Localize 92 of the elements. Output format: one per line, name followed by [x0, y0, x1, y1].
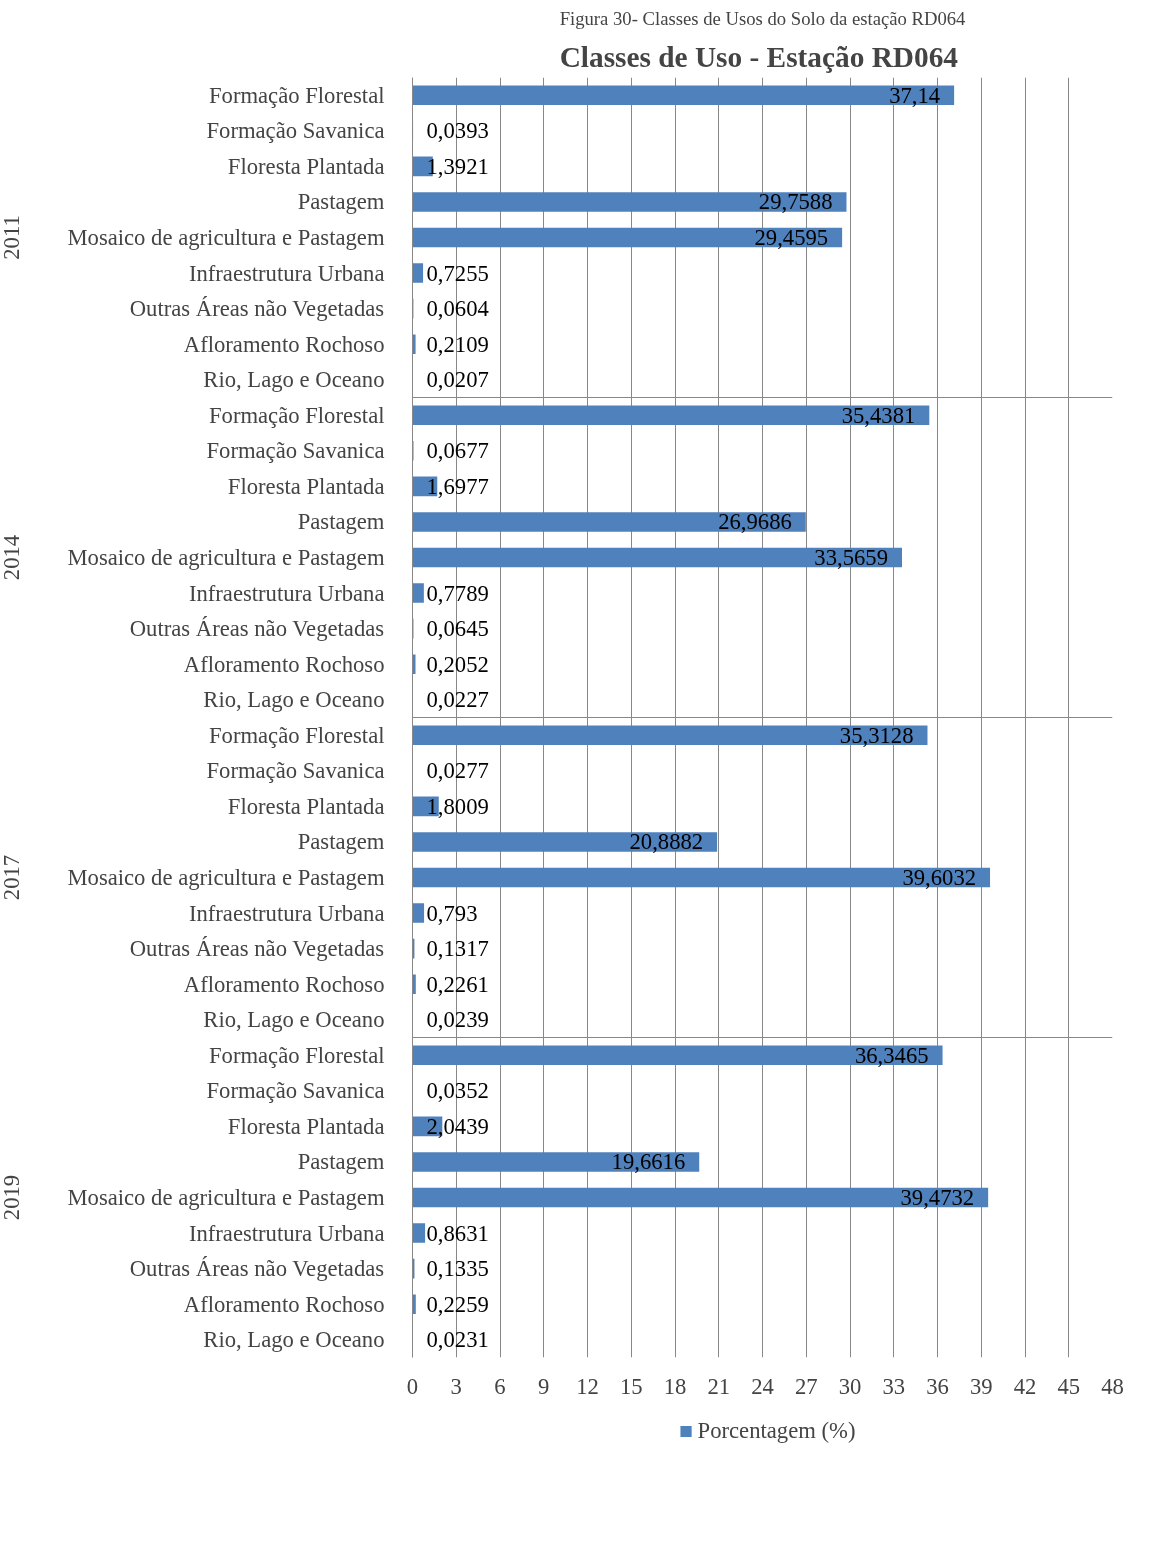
y-tick-label: Infraestrutura Urbana [188, 1220, 385, 1246]
y-tick-label: Mosaico de agricultura e Pastagem [67, 1185, 385, 1210]
y-tick-label: Rio, Lago e Oceano [203, 687, 385, 713]
y-tick-label: Afloramento Rochoso [183, 331, 385, 357]
x-tick-label: 36 [926, 1373, 949, 1399]
data-label: 20,8882 [629, 829, 704, 855]
chart-subtitle: Figura 30- Classes de Usos do Solo da estação RD064 [559, 7, 967, 29]
data-label: 0,1335 [426, 1256, 489, 1282]
data-label: 35,4381 [841, 402, 916, 428]
legend-label: Porcentagem (%) [697, 1418, 856, 1444]
y-tick-label: Afloramento Rochoso [183, 971, 385, 997]
y-tick-label: Formação Savanica [206, 1078, 385, 1104]
x-tick-label: 12 [576, 1373, 599, 1399]
y-tick-label: Mosaico de agricultura e Pastagem [67, 545, 385, 570]
data-label: 0,0239 [426, 1007, 489, 1033]
data-label: 0,0352 [426, 1078, 489, 1104]
data-label: 0,0277 [426, 758, 489, 784]
y-tick-label: Rio, Lago e Oceano [203, 1327, 385, 1353]
y-tick-label: Infraestrutura Urbana [188, 900, 385, 926]
chart-title: Classes de Uso - Estação RD064 [559, 40, 959, 73]
y-tick-label: Formação Florestal [208, 1042, 385, 1068]
y-tick-label: Afloramento Rochoso [183, 1291, 385, 1317]
data-label: 35,3128 [839, 722, 914, 748]
data-label: 33,5659 [814, 545, 889, 570]
y-tick-label: Infraestrutura Urbana [188, 580, 385, 606]
y-tick-label: Formação Savanica [206, 118, 385, 144]
y-tick-label: Formação Florestal [208, 402, 385, 428]
data-label: 0,0393 [426, 118, 489, 144]
data-label: 0,0207 [426, 367, 489, 393]
y-tick-label: Afloramento Rochoso [183, 651, 385, 677]
x-tick-label: 3 [450, 1373, 462, 1399]
y-tick-label: Formação Savanica [206, 438, 385, 464]
data-label: 0,2109 [426, 331, 489, 357]
x-tick-label: 33 [882, 1373, 906, 1399]
data-label: 0,7255 [426, 260, 489, 286]
text: 2011 [0, 215, 24, 260]
x-tick-label: 30 [838, 1373, 862, 1399]
y-tick-label: Pastagem [297, 509, 385, 535]
y-tick-label: Outras Áreas não Vegetadas [129, 936, 385, 962]
x-tick-label: 48 [1101, 1373, 1124, 1399]
y-tick-label: Formação Florestal [208, 82, 385, 108]
y-tick-label: Floresta Plantada [227, 473, 385, 499]
data-label: 0,0227 [426, 687, 489, 713]
y-tick-label: Formação Florestal [208, 722, 385, 748]
data-label: 29,7588 [758, 189, 833, 215]
data-label: 26,9686 [718, 509, 792, 535]
data-label: 37,14 [889, 82, 941, 108]
data-label: 0,0231 [426, 1327, 489, 1353]
y-tick-label: Floresta Plantada [227, 1113, 385, 1139]
data-label: 0,2259 [426, 1291, 489, 1317]
x-tick-label: 42 [1013, 1373, 1037, 1399]
text: 2017 [0, 854, 24, 901]
x-tick-label: 6 [494, 1373, 506, 1399]
data-label: 39,4732 [900, 1185, 975, 1210]
x-tick-label: 21 [707, 1373, 731, 1399]
x-tick-label: 45 [1057, 1373, 1081, 1399]
x-tick-label: 27 [794, 1373, 818, 1399]
y-tick-label: Infraestrutura Urbana [188, 260, 385, 286]
y-tick-label: Rio, Lago e Oceano [203, 1007, 385, 1033]
x-tick-label: 39 [969, 1373, 993, 1399]
y-tick-label: Pastagem [297, 189, 385, 215]
y-tick-label: Mosaico de agricultura e Pastagem [67, 225, 385, 250]
data-label: 29,4595 [754, 225, 829, 250]
data-label: 0,2052 [426, 651, 489, 677]
x-tick-label: 15 [619, 1373, 643, 1399]
y-tick-label: Floresta Plantada [227, 153, 385, 179]
data-label: 0,2261 [426, 971, 489, 997]
data-label: 0,1317 [426, 936, 489, 962]
y-tick-label: Pastagem [297, 829, 385, 855]
data-label: 19,6616 [611, 1149, 686, 1175]
data-label: 0,0604 [426, 296, 489, 322]
x-tick-label: 0 [406, 1373, 419, 1399]
text: 2019 [0, 1174, 24, 1221]
data-label: 36,3465 [854, 1042, 929, 1068]
y-tick-label: Outras Áreas não Vegetadas [129, 296, 385, 322]
data-label: 0,0645 [426, 616, 489, 642]
x-tick-label: 9 [538, 1373, 550, 1399]
x-tick-label: 24 [751, 1373, 774, 1399]
y-tick-label: Mosaico de agricultura e Pastagem [67, 865, 385, 890]
y-tick-label: Pastagem [297, 1149, 385, 1175]
y-tick-label: Rio, Lago e Oceano [203, 367, 385, 393]
y-tick-label: Outras Áreas não Vegetadas [129, 1256, 385, 1282]
data-label: 39,6032 [902, 865, 977, 890]
x-tick-label: 18 [663, 1373, 687, 1399]
y-tick-label: Floresta Plantada [227, 793, 385, 819]
data-label: 0,8631 [426, 1220, 489, 1246]
data-label: 0,7789 [426, 580, 489, 606]
y-tick-label: Outras Áreas não Vegetadas [129, 616, 385, 642]
data-label: 0,793 [426, 900, 478, 926]
text: 2014 [0, 534, 24, 581]
data-label: 0,0677 [426, 438, 489, 464]
y-tick-label: Formação Savanica [206, 758, 385, 784]
